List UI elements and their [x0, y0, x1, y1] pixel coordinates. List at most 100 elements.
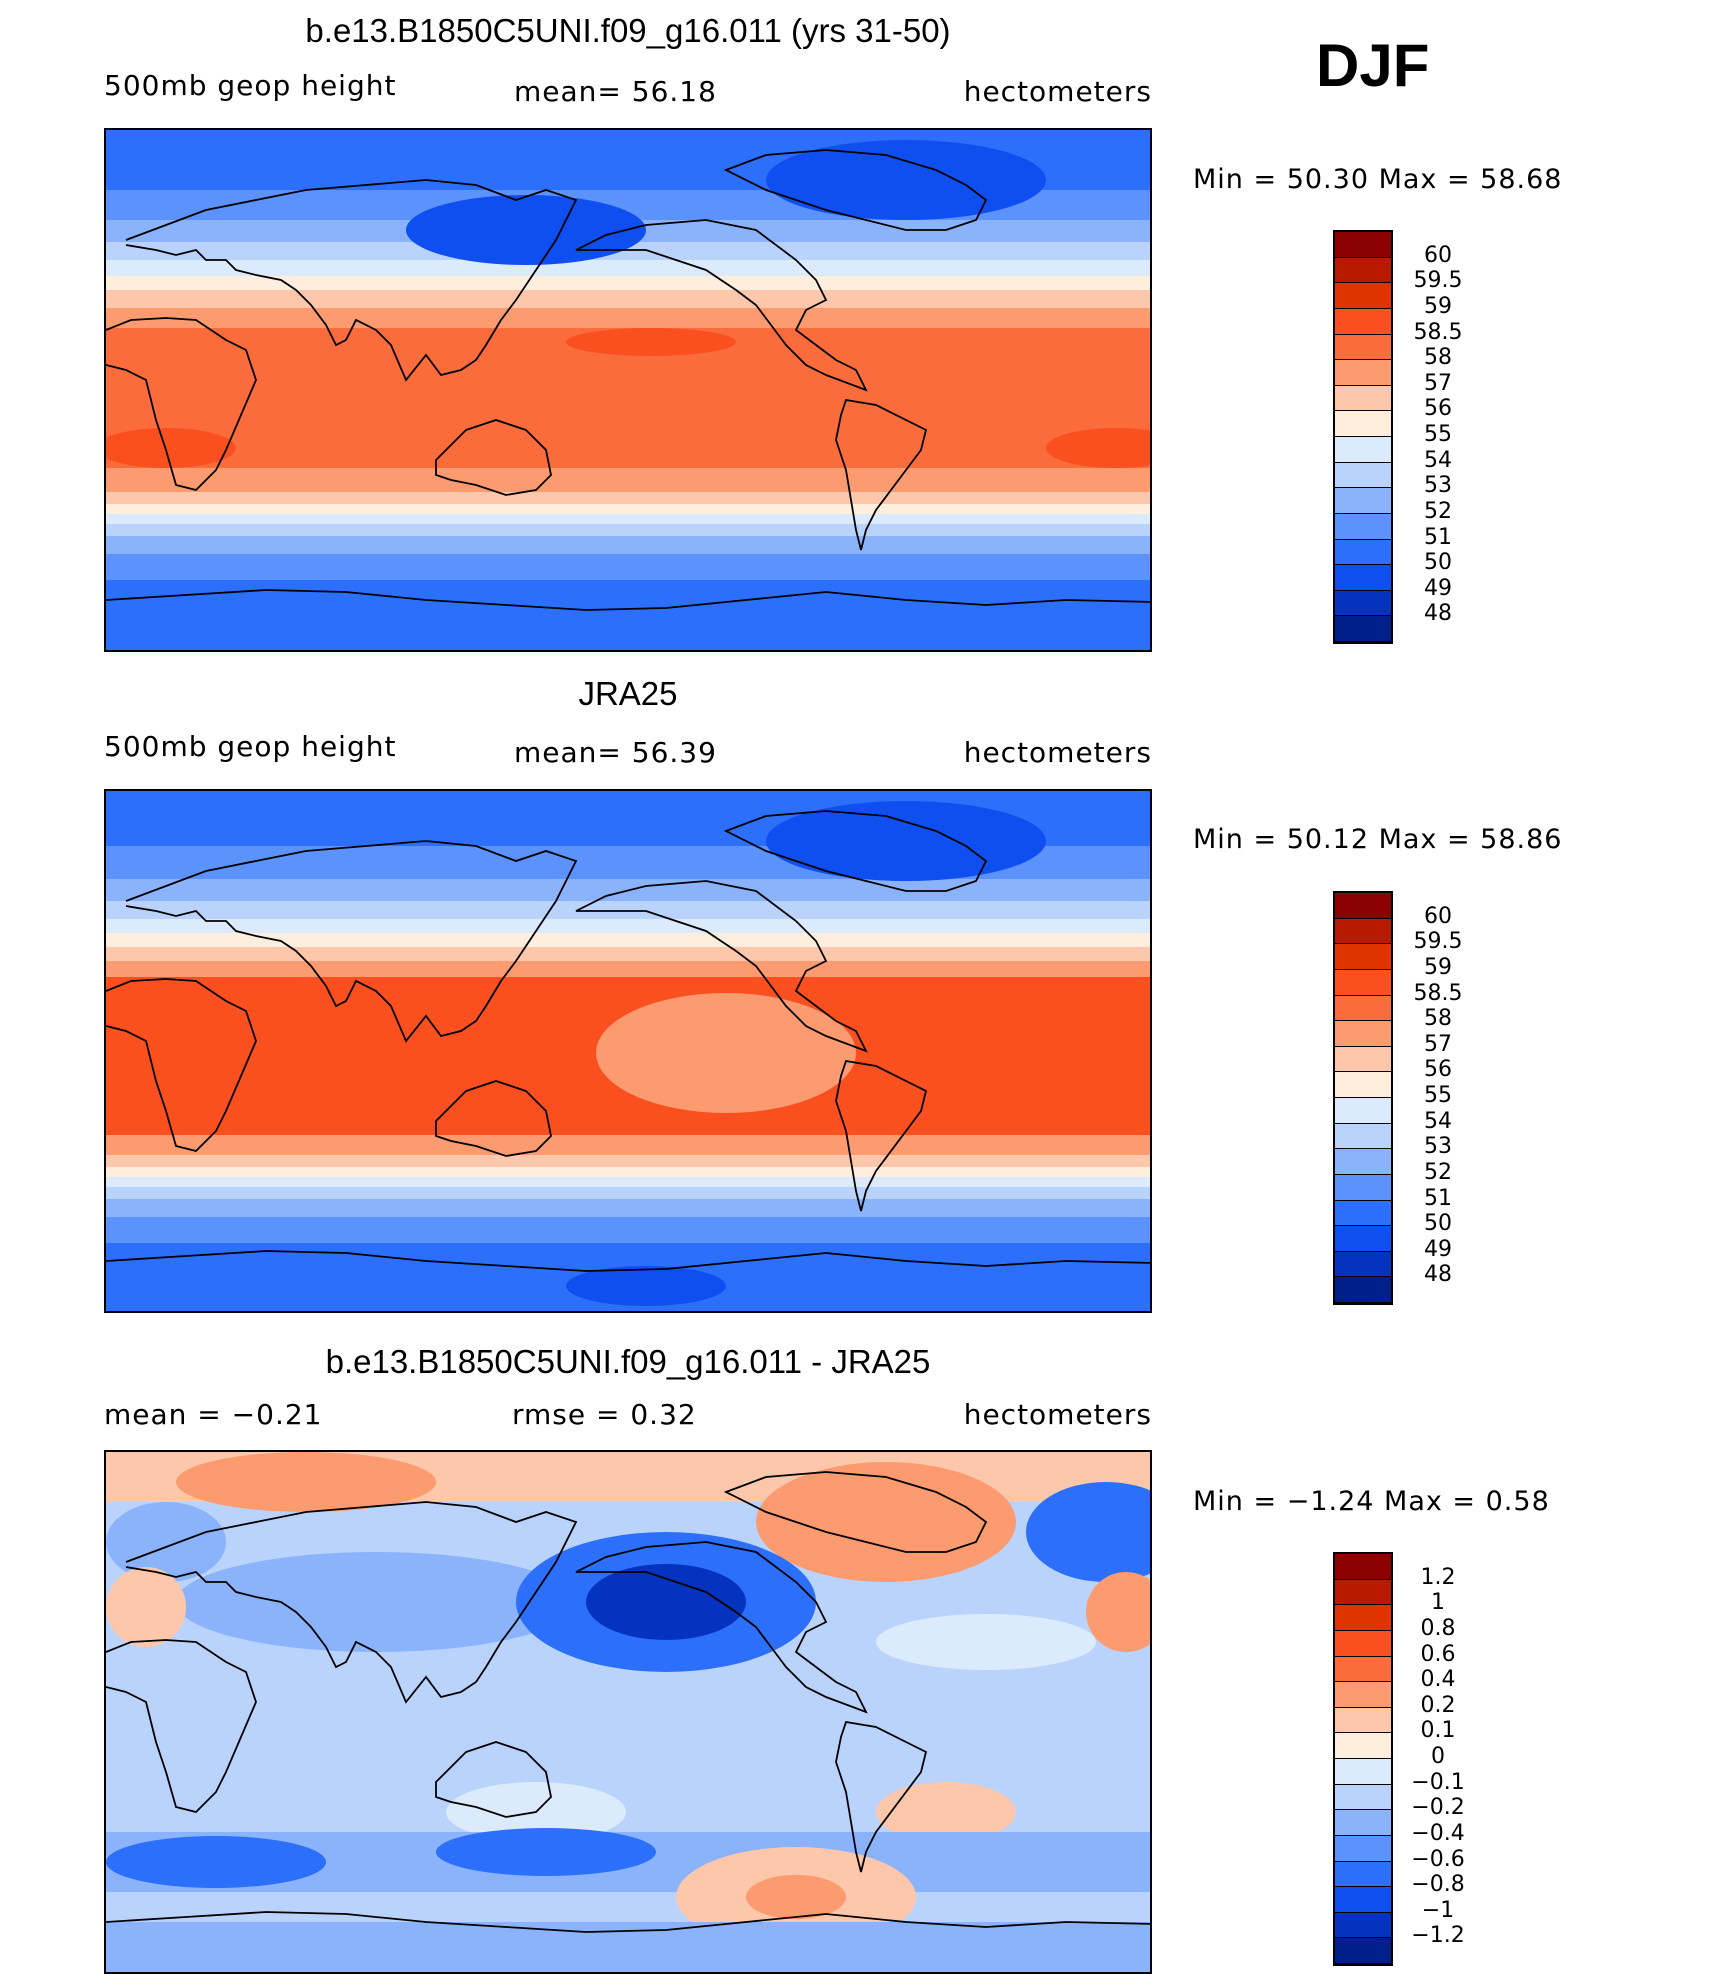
- colorbar-label: 51: [1424, 1185, 1452, 1211]
- panel-1-contour-field: [106, 130, 1150, 650]
- panel-2-title: JRA25: [578, 675, 678, 712]
- panel-1-band-s7: [106, 554, 1150, 584]
- panel-3-mean-label: mean = −0.21: [104, 1398, 323, 1431]
- panel-1-tropics-max-pacific: [566, 328, 736, 356]
- colorbar-swatch: [1335, 411, 1391, 437]
- colorbar-label: 49: [1424, 1236, 1452, 1262]
- colorbar-label: 0.2: [1420, 1692, 1456, 1718]
- colorbar-label: 48: [1424, 601, 1452, 627]
- colorbar-swatch: [1335, 1226, 1391, 1252]
- colorbar-label: 49: [1424, 575, 1452, 601]
- colorbar-swatch: [1335, 565, 1391, 591]
- colorbar-label: 59.5: [1413, 268, 1463, 294]
- panel-1-band-s4: [106, 514, 1150, 526]
- panel-3-min-max: Min = −1.24 Max = 0.58: [1193, 1486, 1550, 1517]
- colorbar-swatch: [1335, 334, 1391, 361]
- panel-1-coastlines: [106, 149, 1150, 611]
- panel-2-band-s6: [106, 1199, 1150, 1219]
- colorbar-swatch: [1335, 437, 1391, 463]
- panel-1-band-s2: [106, 492, 1150, 506]
- colorbar-label: 57: [1424, 370, 1452, 396]
- panel-2-band-s5: [106, 1187, 1150, 1201]
- colorbar-label: −0.6: [1411, 1846, 1465, 1872]
- panel-1-tropics-max-atlantic: [1046, 428, 1150, 468]
- panel-2-coastlines: [106, 810, 1150, 1272]
- colorbar-swatch: [1335, 969, 1391, 996]
- colorbar-swatch: [1335, 513, 1391, 540]
- panel-3-atlantic-negative: [1026, 1482, 1150, 1582]
- panel-3-colorbar: [1333, 1552, 1393, 1966]
- panel-1-polar-south-fill: [106, 580, 1150, 650]
- colorbar-label: 56: [1424, 396, 1452, 422]
- colorbar-swatch: [1335, 283, 1391, 309]
- colorbar-swatch: [1335, 1123, 1391, 1150]
- colorbar-swatch: [1335, 488, 1391, 514]
- colorbar-swatch: [1335, 1251, 1391, 1278]
- colorbar-label: 50: [1424, 550, 1452, 576]
- panel-1-colorbar: [1333, 230, 1393, 644]
- colorbar-swatch: [1335, 944, 1391, 970]
- panel-3-pacific-south-positive-max: [746, 1875, 846, 1919]
- panel-1-tropics-max-africa: [106, 428, 236, 468]
- colorbar-swatch: [1335, 1605, 1391, 1631]
- panel-1-map: [104, 128, 1152, 652]
- colorbar-swatch: [1335, 616, 1391, 642]
- colorbar-swatch: [1335, 539, 1391, 566]
- colorbar-label: 0.6: [1420, 1641, 1456, 1667]
- colorbar-swatch: [1335, 1046, 1391, 1073]
- colorbar-label: 50: [1424, 1211, 1452, 1237]
- panel-3-units-label: hectometers: [963, 1398, 1152, 1431]
- colorbar-label: 1.2: [1420, 1564, 1456, 1590]
- panel-3-pacific-negative-max: [586, 1564, 746, 1640]
- colorbar-label: 1: [1431, 1590, 1445, 1616]
- panel-2-map: [104, 789, 1152, 1313]
- panel-2-units-label: hectometers: [963, 736, 1152, 769]
- colorbar-label: −0.2: [1411, 1795, 1465, 1821]
- panel-3-europe-negative: [106, 1502, 226, 1582]
- colorbar-label: 52: [1424, 498, 1452, 524]
- panel-2-arctic-low-canada: [766, 801, 1046, 881]
- panel-1-arctic-low-pacific: [406, 195, 646, 265]
- colorbar-swatch: [1335, 1098, 1391, 1124]
- colorbar-swatch: [1335, 1174, 1391, 1201]
- colorbar-label: 54: [1424, 1108, 1452, 1134]
- colorbar-swatch: [1335, 1277, 1391, 1303]
- colorbar-label: −0.4: [1411, 1820, 1465, 1846]
- panel-2-band-s7: [106, 1217, 1150, 1247]
- colorbar-label: 58: [1424, 345, 1452, 371]
- colorbar-label: 52: [1424, 1159, 1452, 1185]
- colorbar-label: 59: [1424, 293, 1452, 319]
- colorbar-label: 57: [1424, 1031, 1452, 1057]
- colorbar-swatch: [1335, 257, 1391, 284]
- colorbar-swatch: [1335, 1861, 1391, 1888]
- panel-1-band-s6: [106, 536, 1150, 556]
- colorbar-label: 60: [1424, 903, 1452, 929]
- panel-2-mean-label: mean= 56.39: [514, 736, 717, 769]
- colorbar-swatch: [1335, 1887, 1391, 1913]
- panel-1-min-max: Min = 50.30 Max = 58.68: [1193, 164, 1563, 195]
- colorbar-swatch: [1335, 1072, 1391, 1098]
- panel-2-band-s3: [106, 1167, 1150, 1179]
- colorbar-label: 58.5: [1413, 319, 1463, 345]
- colorbar-swatch: [1335, 590, 1391, 617]
- colorbar-label: −0.8: [1411, 1872, 1465, 1898]
- panel-3-rmse-label: rmse = 0.32: [512, 1398, 697, 1431]
- colorbar-swatch: [1335, 1149, 1391, 1175]
- colorbar-swatch: [1335, 308, 1391, 335]
- colorbar-swatch: [1335, 1835, 1391, 1862]
- colorbar-swatch: [1335, 1200, 1391, 1227]
- colorbar-label: 51: [1424, 524, 1452, 550]
- colorbar-swatch: [1335, 1938, 1391, 1964]
- panel-3-coastlines: [106, 1471, 1150, 1933]
- colorbar-label: 58: [1424, 1006, 1452, 1032]
- panel-1-band-s3: [106, 504, 1150, 516]
- colorbar-swatch: [1335, 1554, 1391, 1580]
- colorbar-swatch: [1335, 1759, 1391, 1785]
- panel-2-variable-label: 500mb geop height: [104, 730, 397, 763]
- panel-2-tropics-pacific-dip: [596, 993, 856, 1113]
- season-label: DJF: [1316, 32, 1430, 99]
- colorbar-swatch: [1335, 232, 1391, 258]
- panel-3-asia-negative: [176, 1552, 576, 1652]
- colorbar-label: 0.8: [1420, 1615, 1456, 1641]
- panel-2-contour-field: [106, 791, 1150, 1311]
